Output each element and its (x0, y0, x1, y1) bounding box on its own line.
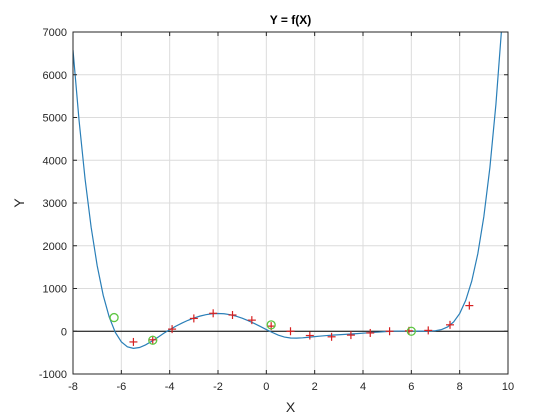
circle-marker (266, 320, 276, 330)
plus-marker (346, 331, 355, 340)
chart-title: Y = f(X) (270, 13, 311, 27)
y-axis-label: Y (11, 198, 27, 208)
plus-marker (286, 327, 295, 336)
y-tick-label: 0 (61, 326, 67, 338)
y-tick-label: 3000 (43, 198, 67, 210)
plus-marker (228, 311, 237, 320)
plus-marker (129, 337, 138, 346)
y-tick-label: 5000 (43, 113, 67, 125)
x-tick-label: -2 (213, 381, 223, 393)
circle-marker (148, 335, 158, 345)
x-axis-label: X (286, 399, 296, 415)
plus-marker (465, 301, 474, 310)
y-tick-label: 2000 (43, 241, 67, 253)
y-tick-label: 1000 (43, 284, 67, 296)
series-line (73, 32, 502, 350)
plus-marker (366, 328, 375, 337)
y-tick-label: -1000 (39, 369, 67, 381)
x-tick-label: -8 (68, 381, 78, 393)
plus-marker (305, 331, 314, 340)
plus-marker (247, 316, 256, 325)
y-tick-label: 7000 (43, 27, 67, 39)
plus-marker (189, 314, 198, 323)
x-tick-label: 4 (360, 381, 366, 393)
y-tick-label: 6000 (43, 70, 67, 82)
y-ticks: -1000 0 1000 2000 3000 4000 5000 6000 7000 (39, 27, 508, 381)
x-tick-label: 8 (457, 381, 463, 393)
x-ticks: -8 -6 -4 -2 0 2 4 6 8 10 (68, 32, 514, 393)
circle-markers (109, 312, 416, 345)
circle-marker (109, 312, 119, 323)
x-tick-label: 6 (408, 381, 414, 393)
circle-marker (406, 326, 416, 336)
x-tick-label: -4 (165, 381, 175, 393)
x-tick-label: -6 (116, 381, 126, 393)
y-tick-label: 4000 (43, 155, 67, 167)
plus-marker (385, 327, 394, 336)
x-tick-label: 0 (263, 381, 269, 393)
plus-marker (209, 309, 218, 318)
plus-marker (446, 320, 454, 329)
plus-marker (424, 326, 433, 335)
x-tick-label: 10 (502, 381, 514, 393)
plus-markers (129, 301, 474, 346)
x-tick-label: 2 (312, 381, 318, 393)
plus-marker (327, 332, 336, 341)
plus-marker (148, 335, 157, 344)
grid-lines (73, 32, 508, 374)
plus-marker (168, 325, 177, 334)
